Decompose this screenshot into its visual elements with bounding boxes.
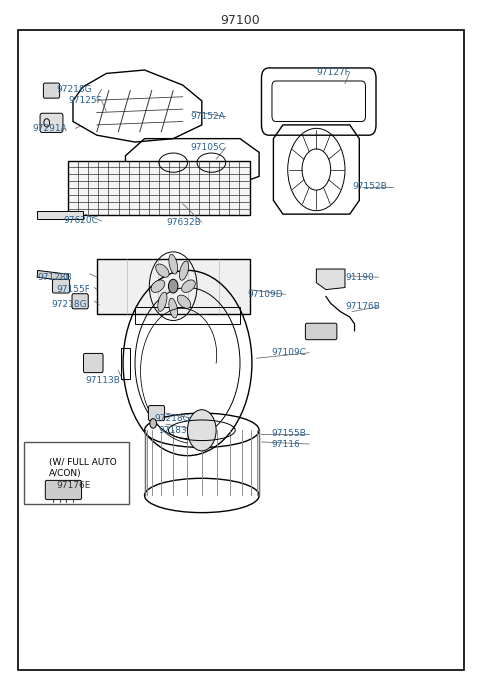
Text: 97218G: 97218G	[154, 414, 190, 423]
Text: 97176B: 97176B	[345, 302, 380, 311]
Bar	[37, 270, 69, 281]
Bar	[135, 307, 240, 324]
Circle shape	[150, 419, 156, 429]
Text: (W/ FULL AUTO: (W/ FULL AUTO	[49, 458, 117, 467]
Text: 97152A: 97152A	[190, 112, 225, 121]
FancyBboxPatch shape	[305, 323, 337, 340]
Ellipse shape	[156, 264, 169, 277]
Bar	[24, 442, 129, 504]
Ellipse shape	[169, 298, 178, 318]
Ellipse shape	[158, 292, 167, 311]
Text: 97620C: 97620C	[63, 216, 98, 225]
Ellipse shape	[177, 295, 191, 308]
Circle shape	[168, 279, 178, 293]
Text: A/CON): A/CON)	[49, 469, 82, 478]
Text: 97105C: 97105C	[190, 143, 225, 152]
FancyBboxPatch shape	[148, 406, 165, 421]
Text: 97218G: 97218G	[51, 300, 87, 309]
Ellipse shape	[181, 280, 195, 292]
Text: 97632B: 97632B	[166, 218, 201, 227]
Text: 97176E: 97176E	[56, 481, 91, 490]
Text: 91190: 91190	[345, 273, 374, 282]
FancyBboxPatch shape	[43, 83, 60, 98]
FancyBboxPatch shape	[40, 113, 63, 132]
Text: 97125F: 97125F	[68, 96, 102, 105]
Text: 97218G: 97218G	[56, 85, 92, 94]
Ellipse shape	[180, 261, 189, 280]
FancyBboxPatch shape	[45, 480, 82, 500]
Text: 97152B: 97152B	[352, 182, 387, 191]
FancyBboxPatch shape	[52, 279, 70, 293]
Text: 97128B: 97128B	[37, 273, 72, 282]
Text: 97291A: 97291A	[33, 124, 67, 133]
Text: 97109D: 97109D	[247, 290, 283, 299]
Text: 97116: 97116	[271, 440, 300, 449]
Polygon shape	[316, 269, 345, 289]
Bar	[97, 259, 250, 313]
Circle shape	[188, 410, 216, 451]
Text: 97109C: 97109C	[271, 348, 306, 357]
Ellipse shape	[169, 254, 178, 274]
Text: 97155F: 97155F	[56, 285, 90, 294]
Text: 97183: 97183	[159, 426, 188, 435]
FancyBboxPatch shape	[72, 294, 88, 309]
Text: 97155B: 97155B	[271, 429, 306, 438]
Text: 97100: 97100	[220, 14, 260, 27]
FancyBboxPatch shape	[84, 353, 103, 373]
Ellipse shape	[151, 280, 165, 292]
Bar	[68, 161, 250, 216]
Text: 97127F: 97127F	[316, 68, 350, 76]
Bar	[37, 211, 83, 219]
Text: 97113B: 97113B	[85, 376, 120, 385]
